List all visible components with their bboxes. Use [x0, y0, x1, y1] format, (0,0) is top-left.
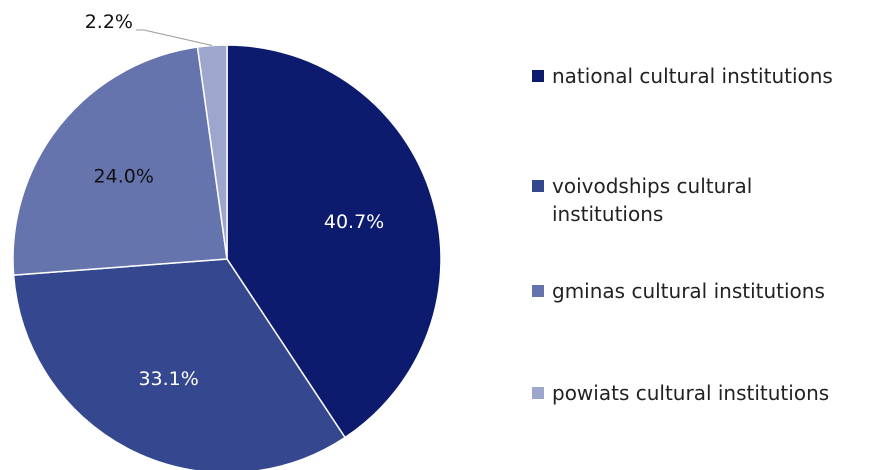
- legend-swatch-voivodships: [532, 180, 544, 192]
- data-label-gminas: 24.0%: [94, 166, 154, 188]
- pie-slice-gminas: [12, 46, 228, 276]
- legend-label-gminas: gminas cultural institutions: [552, 279, 825, 303]
- legend-label-powiats: powiats cultural institutions: [552, 381, 830, 405]
- legend-item-voivodships: voivodships cultural institutions: [532, 172, 782, 228]
- data-label-voivodships: 33.1%: [138, 368, 198, 390]
- legend-item-gminas: gminas cultural institutions: [532, 277, 872, 305]
- legend-label-voivodships: voivodships cultural institutions: [552, 174, 753, 226]
- data-label-powiats: 2.2%: [85, 11, 133, 33]
- legend-swatch-powiats: [532, 387, 544, 399]
- legend-item-national: national cultural institutions: [532, 62, 872, 90]
- pie-chart: 40.7% 33.1% 24.0% 2.2%: [12, 11, 442, 470]
- legend-swatch-national: [532, 70, 544, 82]
- legend-swatch-gminas: [532, 285, 544, 297]
- leader-line-powiats: [136, 29, 213, 46]
- legend-label-national: national cultural institutions: [552, 64, 833, 88]
- legend-item-powiats: powiats cultural institutions: [532, 379, 872, 407]
- pie-slice-powiats: [196, 44, 228, 260]
- pie-slice-voivodships: [12, 258, 347, 470]
- data-label-national: 40.7%: [324, 211, 384, 233]
